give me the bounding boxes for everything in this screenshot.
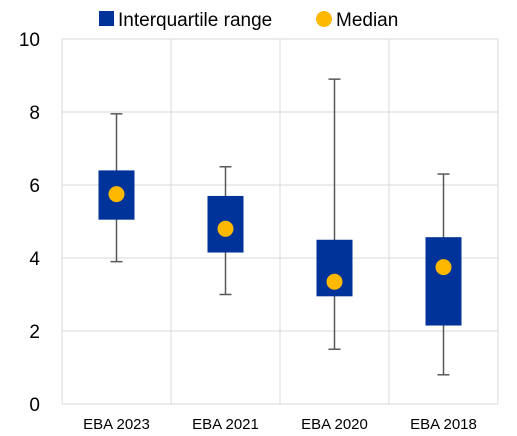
y-axis-ticks: 0 2 4 6 8 10: [19, 30, 41, 416]
y-tick-label: 10: [19, 30, 40, 51]
x-category-label: EBA 2023: [83, 416, 150, 433]
y-tick-label: 8: [29, 103, 40, 124]
whiskers: [110, 78, 450, 376]
x-category-label: EBA 2021: [192, 416, 259, 433]
x-axis-categories: EBA 2023 EBA 2021 EBA 2020 EBA 2018: [83, 416, 477, 433]
legend-median-swatch: [316, 11, 332, 27]
medians: [108, 186, 452, 290]
legend-median-label: Median: [336, 10, 398, 31]
median-point: [435, 259, 452, 276]
x-category-label: EBA 2020: [301, 416, 368, 433]
legend: Interquartile range Median: [99, 10, 398, 31]
y-tick-label: 0: [29, 395, 40, 416]
legend-iqr-label: Interquartile range: [118, 10, 272, 31]
x-category-label: EBA 2018: [410, 416, 477, 433]
y-tick-label: 4: [29, 249, 40, 270]
median-point: [108, 186, 125, 203]
median-point: [217, 220, 234, 237]
legend-iqr-swatch: [99, 11, 114, 26]
iqr-box: [425, 237, 462, 326]
y-tick-label: 2: [29, 322, 40, 343]
grid-lines: [61, 38, 499, 405]
y-tick-label: 6: [29, 176, 40, 197]
median-point: [326, 273, 343, 290]
